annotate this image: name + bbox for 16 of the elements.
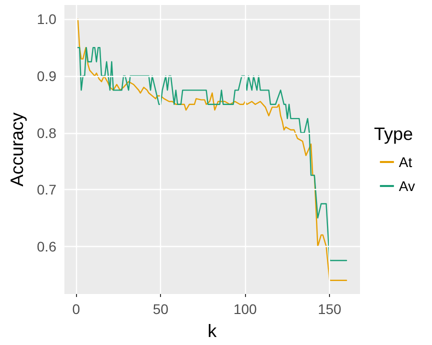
legend-label: At <box>398 154 412 170</box>
line-series <box>77 46 348 262</box>
legend-label: Av <box>398 178 416 194</box>
y-tick-label: 1.0 <box>36 11 57 28</box>
x-tick-label: 0 <box>72 301 80 317</box>
y-tick-label: 0.9 <box>36 68 57 84</box>
y-tick-label: 0.6 <box>36 238 57 254</box>
y-axis-title: Accuracy <box>7 112 27 187</box>
x-tick-label: 50 <box>152 301 169 317</box>
line-series <box>77 18 348 281</box>
y-tick-label: 0.7 <box>36 182 57 198</box>
x-tick-label: 150 <box>318 301 342 317</box>
y-tick-label: 0.8 <box>36 124 57 141</box>
legend-title: Type <box>374 124 414 144</box>
x-tick-label: 100 <box>233 301 258 317</box>
x-axis-title: k <box>208 321 218 341</box>
